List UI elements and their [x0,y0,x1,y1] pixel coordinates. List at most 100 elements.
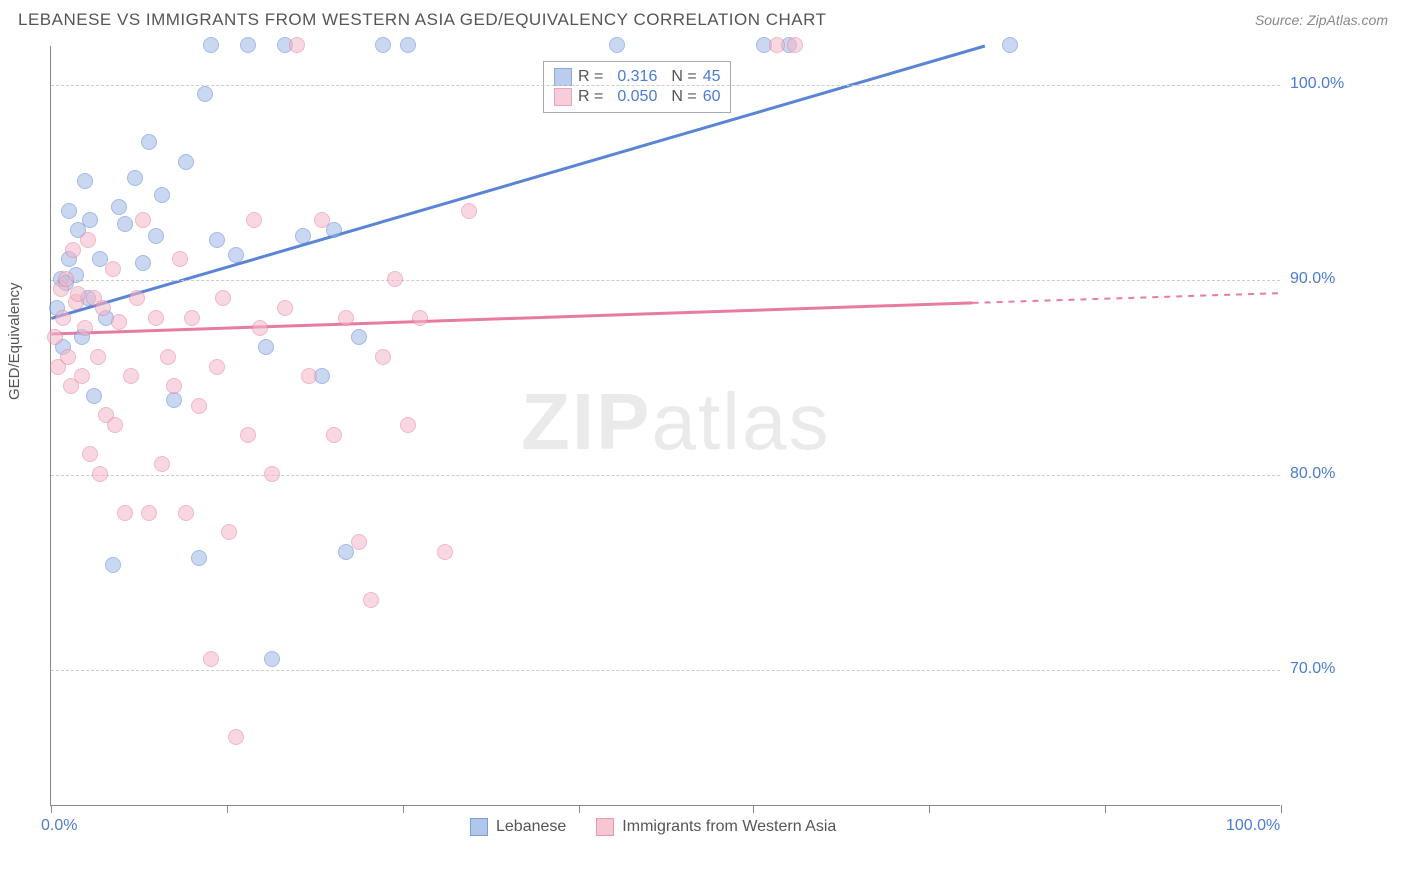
data-point [127,170,143,186]
data-point [82,212,98,228]
data-point [74,368,90,384]
data-point [209,359,225,375]
data-point [117,505,133,521]
data-point [363,592,379,608]
legend-row: R =0.316N =45 [554,68,720,86]
data-point [123,368,139,384]
data-point [246,212,262,228]
data-point [252,320,268,336]
trend-lines [51,46,1280,805]
data-point [203,37,219,53]
data-point [141,505,157,521]
y-tick-label: 80.0% [1290,465,1360,483]
data-point [117,216,133,232]
data-point [197,86,213,102]
data-point [107,417,123,433]
data-point [769,37,785,53]
data-point [166,378,182,394]
data-point [166,392,182,408]
data-point [172,251,188,267]
data-point [289,37,305,53]
series-legend: Lebanese Immigrants from Western Asia [470,818,836,836]
data-point [240,427,256,443]
x-tick-label: 0.0% [41,817,77,835]
y-tick-label: 100.0% [1290,75,1360,93]
data-point [77,173,93,189]
data-point [61,203,77,219]
scatter-plot: ZIPatlas R =0.316N =45R =0.050N =60 70.0… [50,46,1280,806]
data-point [400,37,416,53]
y-tick-label: 70.0% [1290,660,1360,678]
correlation-legend: R =0.316N =45 R =0.050N =60 [543,61,731,113]
data-point [221,524,237,540]
data-point [375,349,391,365]
data-point [58,271,74,287]
x-tick [929,805,930,813]
data-point [191,550,207,566]
data-point [375,37,391,53]
legend-item: Immigrants from Western Asia [596,818,836,836]
gridline [51,670,1280,671]
data-point [65,242,81,258]
data-point [92,466,108,482]
x-tick [227,805,228,813]
data-point [178,505,194,521]
data-point [47,329,63,345]
legend-row: R =0.050N =60 [554,88,720,106]
x-tick [403,805,404,813]
legend-item: Lebanese [470,818,566,836]
gridline [51,85,1280,86]
data-point [338,310,354,326]
data-point [203,651,219,667]
data-point [111,314,127,330]
data-point [209,232,225,248]
legend-swatch [554,68,572,86]
data-point [154,187,170,203]
data-point [111,199,127,215]
data-point [90,349,106,365]
data-point [135,255,151,271]
data-point [326,427,342,443]
data-point [461,203,477,219]
gridline [51,280,1280,281]
y-tick-label: 90.0% [1290,270,1360,288]
x-tick [1105,805,1106,813]
data-point [264,466,280,482]
x-tick [51,805,52,813]
data-point [412,310,428,326]
data-point [258,339,274,355]
data-point [80,232,96,248]
data-point [141,134,157,150]
legend-swatch [554,88,572,106]
data-point [437,544,453,560]
data-point [77,320,93,336]
data-point [148,310,164,326]
data-point [295,228,311,244]
data-point [1002,37,1018,53]
data-point [387,271,403,287]
data-point [135,212,151,228]
data-point [154,456,170,472]
x-tick [753,805,754,813]
data-point [215,290,231,306]
data-point [55,310,71,326]
data-point [228,247,244,263]
data-point [228,729,244,745]
y-axis-label: GED/Equivalency [6,282,23,400]
data-point [351,329,367,345]
data-point [178,154,194,170]
watermark: ZIPatlas [521,376,830,468]
gridline [51,475,1280,476]
data-point [787,37,803,53]
x-tick [1281,805,1282,813]
x-tick [579,805,580,813]
source-label: Source: ZipAtlas.com [1255,12,1388,28]
legend-swatch [470,818,488,836]
chart-title: LEBANESE VS IMMIGRANTS FROM WESTERN ASIA… [18,10,826,30]
data-point [95,300,111,316]
data-point [351,534,367,550]
data-point [301,368,317,384]
data-point [184,310,200,326]
x-tick-label: 100.0% [1226,817,1280,835]
data-point [70,286,86,302]
